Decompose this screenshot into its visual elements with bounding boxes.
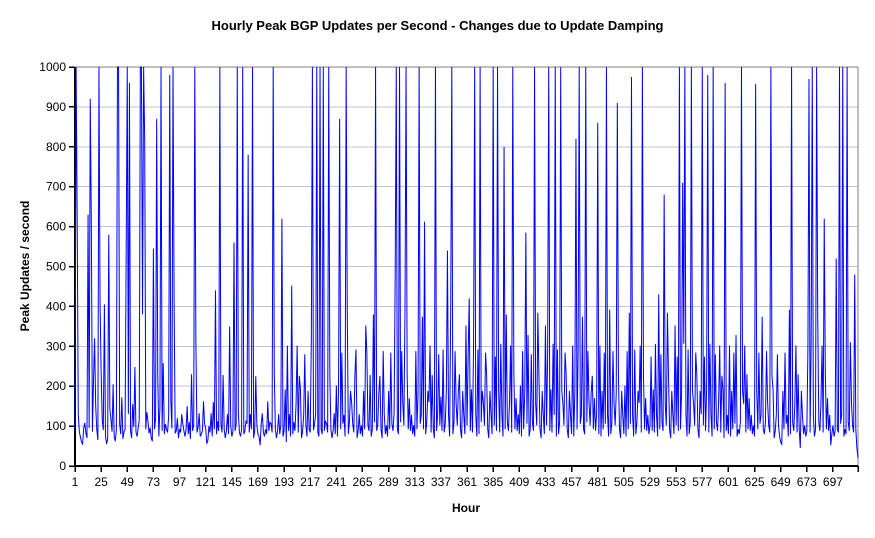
x-tick-label: 577	[692, 475, 712, 489]
x-tick-label: 169	[248, 475, 268, 489]
y-tick-label: 1000	[39, 60, 66, 74]
x-axis-title: Hour	[452, 501, 480, 515]
x-tick-label: 601	[718, 475, 738, 489]
y-tick-label: 500	[46, 260, 66, 274]
y-tick-label: 900	[46, 100, 66, 114]
x-tick-label: 457	[562, 475, 582, 489]
x-tick-label: 49	[121, 475, 135, 489]
y-tick-label: 600	[46, 220, 66, 234]
x-tick-label: 673	[797, 475, 817, 489]
x-tick-label: 313	[405, 475, 425, 489]
x-tick-label: 337	[431, 475, 451, 489]
y-tick-label: 400	[46, 299, 66, 313]
y-tick-label: 0	[59, 459, 66, 473]
x-tick-label: 361	[457, 475, 477, 489]
y-tick-label: 100	[46, 419, 66, 433]
x-tick-label: 265	[352, 475, 372, 489]
x-tick-label: 385	[483, 475, 503, 489]
y-tick-label: 800	[46, 140, 66, 154]
y-tick-label: 200	[46, 379, 66, 393]
x-tick-label: 121	[196, 475, 216, 489]
x-tick-label: 553	[666, 475, 686, 489]
x-tick-label: 697	[823, 475, 843, 489]
x-tick-label: 433	[535, 475, 555, 489]
x-tick-label: 505	[614, 475, 634, 489]
x-tick-label: 217	[300, 475, 320, 489]
y-tick-label: 700	[46, 180, 66, 194]
x-tick-label: 97	[173, 475, 187, 489]
x-tick-label: 1	[72, 475, 79, 489]
chart-title: Hourly Peak BGP Updates per Second - Cha…	[211, 18, 664, 33]
x-tick-label: 289	[379, 475, 399, 489]
x-tick-label: 73	[147, 475, 161, 489]
y-tick-label: 300	[46, 339, 66, 353]
x-tick-label: 409	[509, 475, 529, 489]
x-tick-label: 145	[222, 475, 242, 489]
x-tick-label: 529	[640, 475, 660, 489]
x-tick-label: 649	[771, 475, 791, 489]
x-tick-label: 25	[94, 475, 108, 489]
x-tick-label: 241	[326, 475, 346, 489]
x-tick-label: 193	[274, 475, 294, 489]
x-tick-label: 481	[588, 475, 608, 489]
x-tick-label: 625	[745, 475, 765, 489]
data-series-line	[74, 66, 859, 459]
